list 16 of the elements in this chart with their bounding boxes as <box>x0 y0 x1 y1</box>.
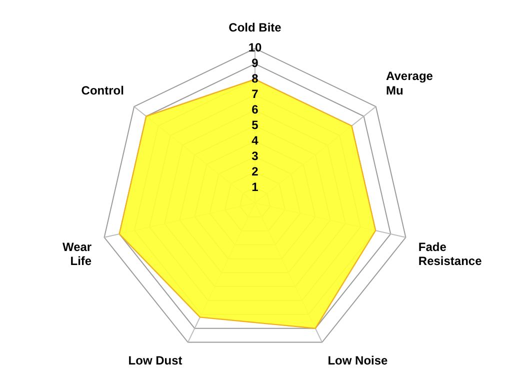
spoke-label: Cold Bite <box>228 20 282 35</box>
y-tick-label: 3 <box>252 148 259 163</box>
y-tick-label: 9 <box>252 56 259 70</box>
y-tick-label: 6 <box>252 102 259 117</box>
spoke-label: Wear Life <box>62 240 92 268</box>
y-tick-label: 1 <box>252 180 259 194</box>
spoke-label: Fade Resistance <box>418 240 482 268</box>
y-tick-label: 10 <box>248 40 262 55</box>
spoke-label: Average Mu <box>386 69 434 98</box>
y-tick-label: 2 <box>252 164 259 178</box>
y-tick-label: 4 <box>252 133 259 148</box>
spoke-label: Low Noise <box>328 354 388 368</box>
y-tick-label: 5 <box>252 118 259 132</box>
y-tick-label: 7 <box>252 87 259 102</box>
spoke-label: Low Dust <box>128 354 182 368</box>
spoke-label: Control <box>81 84 124 98</box>
